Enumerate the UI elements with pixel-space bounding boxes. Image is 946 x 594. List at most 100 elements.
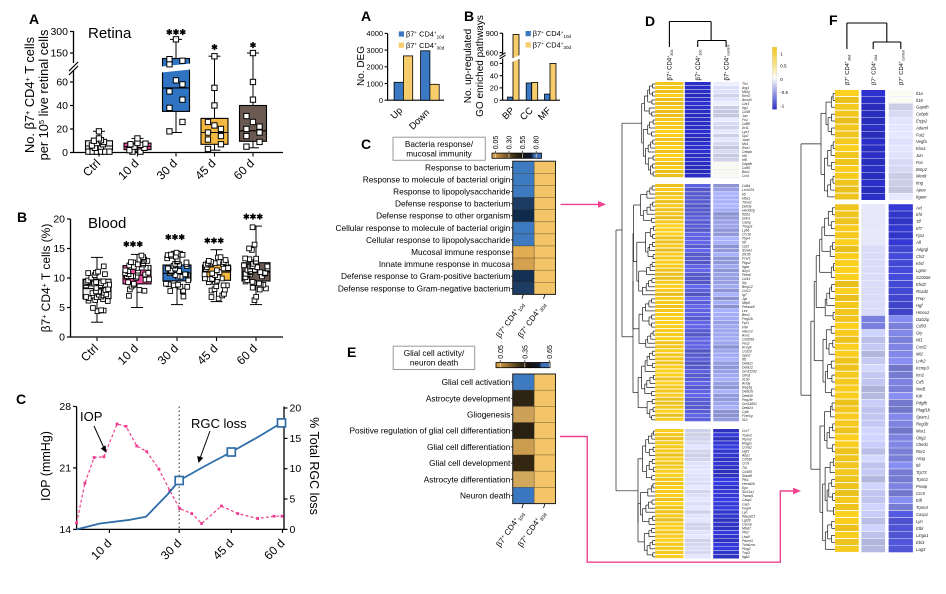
svg-text:Regps: Regps [742, 441, 752, 445]
svg-text:A: A [361, 8, 371, 24]
svg-text:Response to molecule of bacter: Response to molecule of bacterial origin [363, 174, 511, 184]
svg-text:Xcl1: Xcl1 [741, 126, 749, 130]
svg-text:Defense response to other orga: Defense response to other organism [376, 211, 510, 221]
svg-text:Cd180: Cd180 [742, 470, 752, 474]
svg-text:Gp2: Gp2 [742, 134, 749, 138]
svg-text:10: 10 [53, 273, 65, 285]
svg-text:10: 10 [290, 463, 302, 475]
svg-text:Sparc1: Sparc1 [916, 414, 929, 419]
svg-text:Astrocyte differentiation: Astrocyte differentiation [424, 474, 511, 484]
svg-text:4000: 4000 [366, 29, 383, 38]
svg-text:Defa26: Defa26 [742, 390, 753, 394]
svg-text:B: B [17, 209, 27, 225]
svg-text:B: B [464, 8, 474, 24]
svg-text:β7+ CD4+10d: β7+ CD4+10d [406, 30, 445, 40]
svg-text:F: F [829, 12, 838, 28]
svg-text:20: 20 [290, 403, 302, 415]
svg-text:Response to lipopolysaccharide: Response to lipopolysaccharide [393, 187, 511, 197]
svg-text:Irf6: Irf6 [742, 154, 747, 158]
svg-text:✱✱✱: ✱✱✱ [243, 213, 263, 222]
svg-text:Etbl: Etbl [916, 526, 924, 531]
svg-text:20: 20 [490, 84, 498, 93]
svg-text:Ddx3y: Ddx3y [742, 204, 752, 208]
svg-text:40: 40 [490, 72, 498, 81]
svg-text:Ptgs2: Ptgs2 [742, 261, 751, 265]
svg-text:Ptk2: Ptk2 [742, 531, 749, 535]
svg-text:β7+ CD4+30d: β7+ CD4+30d [533, 41, 572, 51]
svg-text:Ccd10: Ccd10 [742, 349, 752, 353]
svg-text:Mar1: Mar1 [916, 428, 926, 433]
svg-text:✱✱✱: ✱✱✱ [166, 28, 186, 37]
svg-text:Cebpb: Cebpb [742, 150, 752, 154]
svg-text:Fegr2b: Fegr2b [742, 317, 753, 321]
svg-text:Flt4: Flt4 [742, 325, 748, 329]
svg-text:RGC loss: RGC loss [191, 416, 247, 431]
svg-text:Hgf: Hgf [916, 303, 923, 308]
svg-text:✱: ✱ [250, 41, 257, 50]
svg-text:Gm14851: Gm14851 [742, 402, 757, 406]
svg-text:Hectd2g: Hectd2g [742, 208, 755, 212]
svg-text:Adgrgl: Adgrgl [915, 247, 929, 252]
svg-text:-0.5: -0.5 [780, 90, 788, 95]
svg-text:Tcam2: Tcam2 [742, 433, 752, 437]
svg-text:Rrm2: Rrm2 [742, 94, 750, 98]
svg-text:40: 40 [56, 100, 68, 112]
svg-text:Irf3: Irf3 [916, 212, 923, 217]
svg-text:Cd93: Cd93 [916, 324, 927, 329]
svg-text:Tnp3: Tnp3 [742, 551, 750, 555]
svg-text:15: 15 [290, 433, 302, 445]
svg-text:Ccr7: Ccr7 [742, 429, 749, 433]
svg-text:Retina: Retina [88, 25, 132, 42]
svg-text:Mta1f: Mta1f [742, 527, 752, 531]
svg-text:Cd5a: Cd5a [742, 184, 750, 188]
svg-text:300: 300 [50, 26, 68, 38]
svg-text:Carb: Carb [742, 502, 749, 506]
svg-text:150: 150 [50, 48, 68, 60]
svg-text:Trpm4: Trpm4 [916, 505, 928, 510]
svg-text:Il5: Il5 [742, 192, 746, 196]
svg-text:Fcer1g: Fcer1g [742, 414, 753, 418]
svg-text:Mt2: Mt2 [916, 352, 924, 357]
svg-text:Lyz1: Lyz1 [742, 130, 749, 134]
svg-text:Arng: Arng [915, 456, 926, 461]
svg-text:Axn1: Axn1 [741, 333, 750, 337]
svg-text:Bmp2: Bmp2 [916, 167, 928, 172]
svg-text:Erpp2: Erpp2 [916, 119, 928, 124]
svg-text:Trpm2: Trpm2 [916, 477, 928, 482]
svg-text:✱✱✱: ✱✱✱ [123, 240, 143, 249]
svg-text:β7+ CD4+30d: β7+ CD4+30d [667, 50, 674, 81]
svg-text:Hba1: Hba1 [742, 196, 750, 200]
svg-text:Casp1: Casp1 [916, 512, 928, 517]
svg-text:Plym3: Plym3 [742, 437, 752, 441]
svg-text:Lgmn: Lgmn [916, 268, 927, 273]
svg-text:Ig7: Ig7 [742, 293, 747, 297]
svg-text:0: 0 [290, 524, 296, 536]
svg-text:Mertk: Mertk [916, 174, 927, 179]
svg-text:Gliogenesis: Gliogenesis [467, 410, 510, 420]
svg-text:Gfra1: Gfra1 [742, 374, 751, 378]
svg-text:β7+ CD4+10d: β7+ CD4+10d [533, 29, 572, 39]
svg-text:Cpt1: Cpt1 [742, 245, 749, 249]
svg-text:C: C [16, 391, 26, 407]
svg-text:Trp73: Trp73 [916, 470, 927, 475]
svg-text:Rse1: Rse1 [742, 146, 750, 150]
svg-text:0: 0 [780, 77, 783, 82]
svg-text:1: 1 [780, 51, 783, 56]
svg-text:β7+ CD4+control: β7+ CD4+control [723, 44, 730, 80]
svg-text:Epx: Epx [742, 486, 748, 490]
svg-text:Gpn2: Gpn2 [742, 354, 750, 358]
svg-text:Waspl21: Waspl21 [742, 515, 755, 519]
svg-text:Defa22: Defa22 [742, 366, 753, 370]
svg-text:Adaml: Adaml [915, 125, 929, 130]
svg-text:Cacnb: Cacnb [742, 523, 752, 527]
svg-text:Hectd2b: Hectd2b [742, 482, 755, 486]
svg-text:2000: 2000 [366, 63, 383, 72]
svg-text:Glial cell activity/: Glial cell activity/ [404, 349, 465, 358]
svg-text:Hmox1: Hmox1 [916, 310, 929, 315]
svg-text:Ccl12: Ccl12 [742, 289, 751, 293]
svg-text:0.80: 0.80 [534, 136, 541, 150]
svg-text:Response to bacterium: Response to bacterium [425, 162, 510, 172]
svg-text:Defense response to Gram-negat: Defense response to Gram-negative bacter… [338, 283, 511, 293]
svg-text:Axl: Axl [915, 205, 923, 210]
svg-text:No. β7+ CD4+ T cells: No. β7+ CD4+ T cells [22, 37, 37, 153]
